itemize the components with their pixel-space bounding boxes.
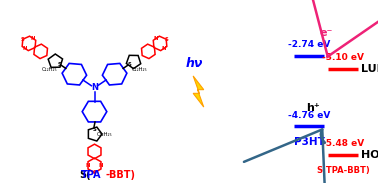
Text: N: N (99, 163, 104, 168)
Text: TPA: TPA (81, 170, 101, 180)
Text: -3.10 eV: -3.10 eV (322, 53, 364, 62)
Text: N: N (91, 83, 98, 92)
Text: S(: S( (79, 170, 91, 180)
Text: HOMO: HOMO (361, 150, 378, 160)
Text: S: S (93, 170, 96, 175)
Text: hν: hν (186, 57, 203, 70)
Text: -5.48 eV: -5.48 eV (322, 139, 364, 148)
Text: N: N (23, 46, 27, 51)
Polygon shape (193, 76, 204, 107)
Text: S: S (164, 37, 168, 42)
Text: N: N (154, 36, 158, 41)
Text: N: N (31, 36, 35, 41)
Text: h⁺: h⁺ (306, 102, 320, 113)
Text: S: S (21, 37, 25, 42)
Text: S: S (93, 127, 96, 132)
Text: S: S (57, 61, 61, 67)
Text: -2.74 eV: -2.74 eV (288, 40, 330, 49)
Text: N: N (85, 163, 90, 168)
Text: e⁻: e⁻ (319, 27, 333, 38)
FancyArrowPatch shape (244, 129, 326, 183)
FancyArrowPatch shape (307, 0, 378, 57)
Text: C₁₂H₂₅: C₁₂H₂₅ (42, 67, 57, 72)
Text: -4.76 eV: -4.76 eV (288, 111, 330, 120)
Text: S(TPA-BBT): S(TPA-BBT) (316, 166, 370, 175)
Text: S: S (128, 61, 132, 67)
Text: P3HT: P3HT (294, 137, 324, 147)
Text: C₁₂H₂₅: C₁₂H₂₅ (97, 132, 113, 137)
Text: -BBT): -BBT) (106, 170, 136, 180)
Text: C₁₂H₂₅: C₁₂H₂₅ (132, 67, 147, 72)
Text: LUMO: LUMO (361, 64, 378, 74)
Text: N: N (162, 46, 166, 51)
